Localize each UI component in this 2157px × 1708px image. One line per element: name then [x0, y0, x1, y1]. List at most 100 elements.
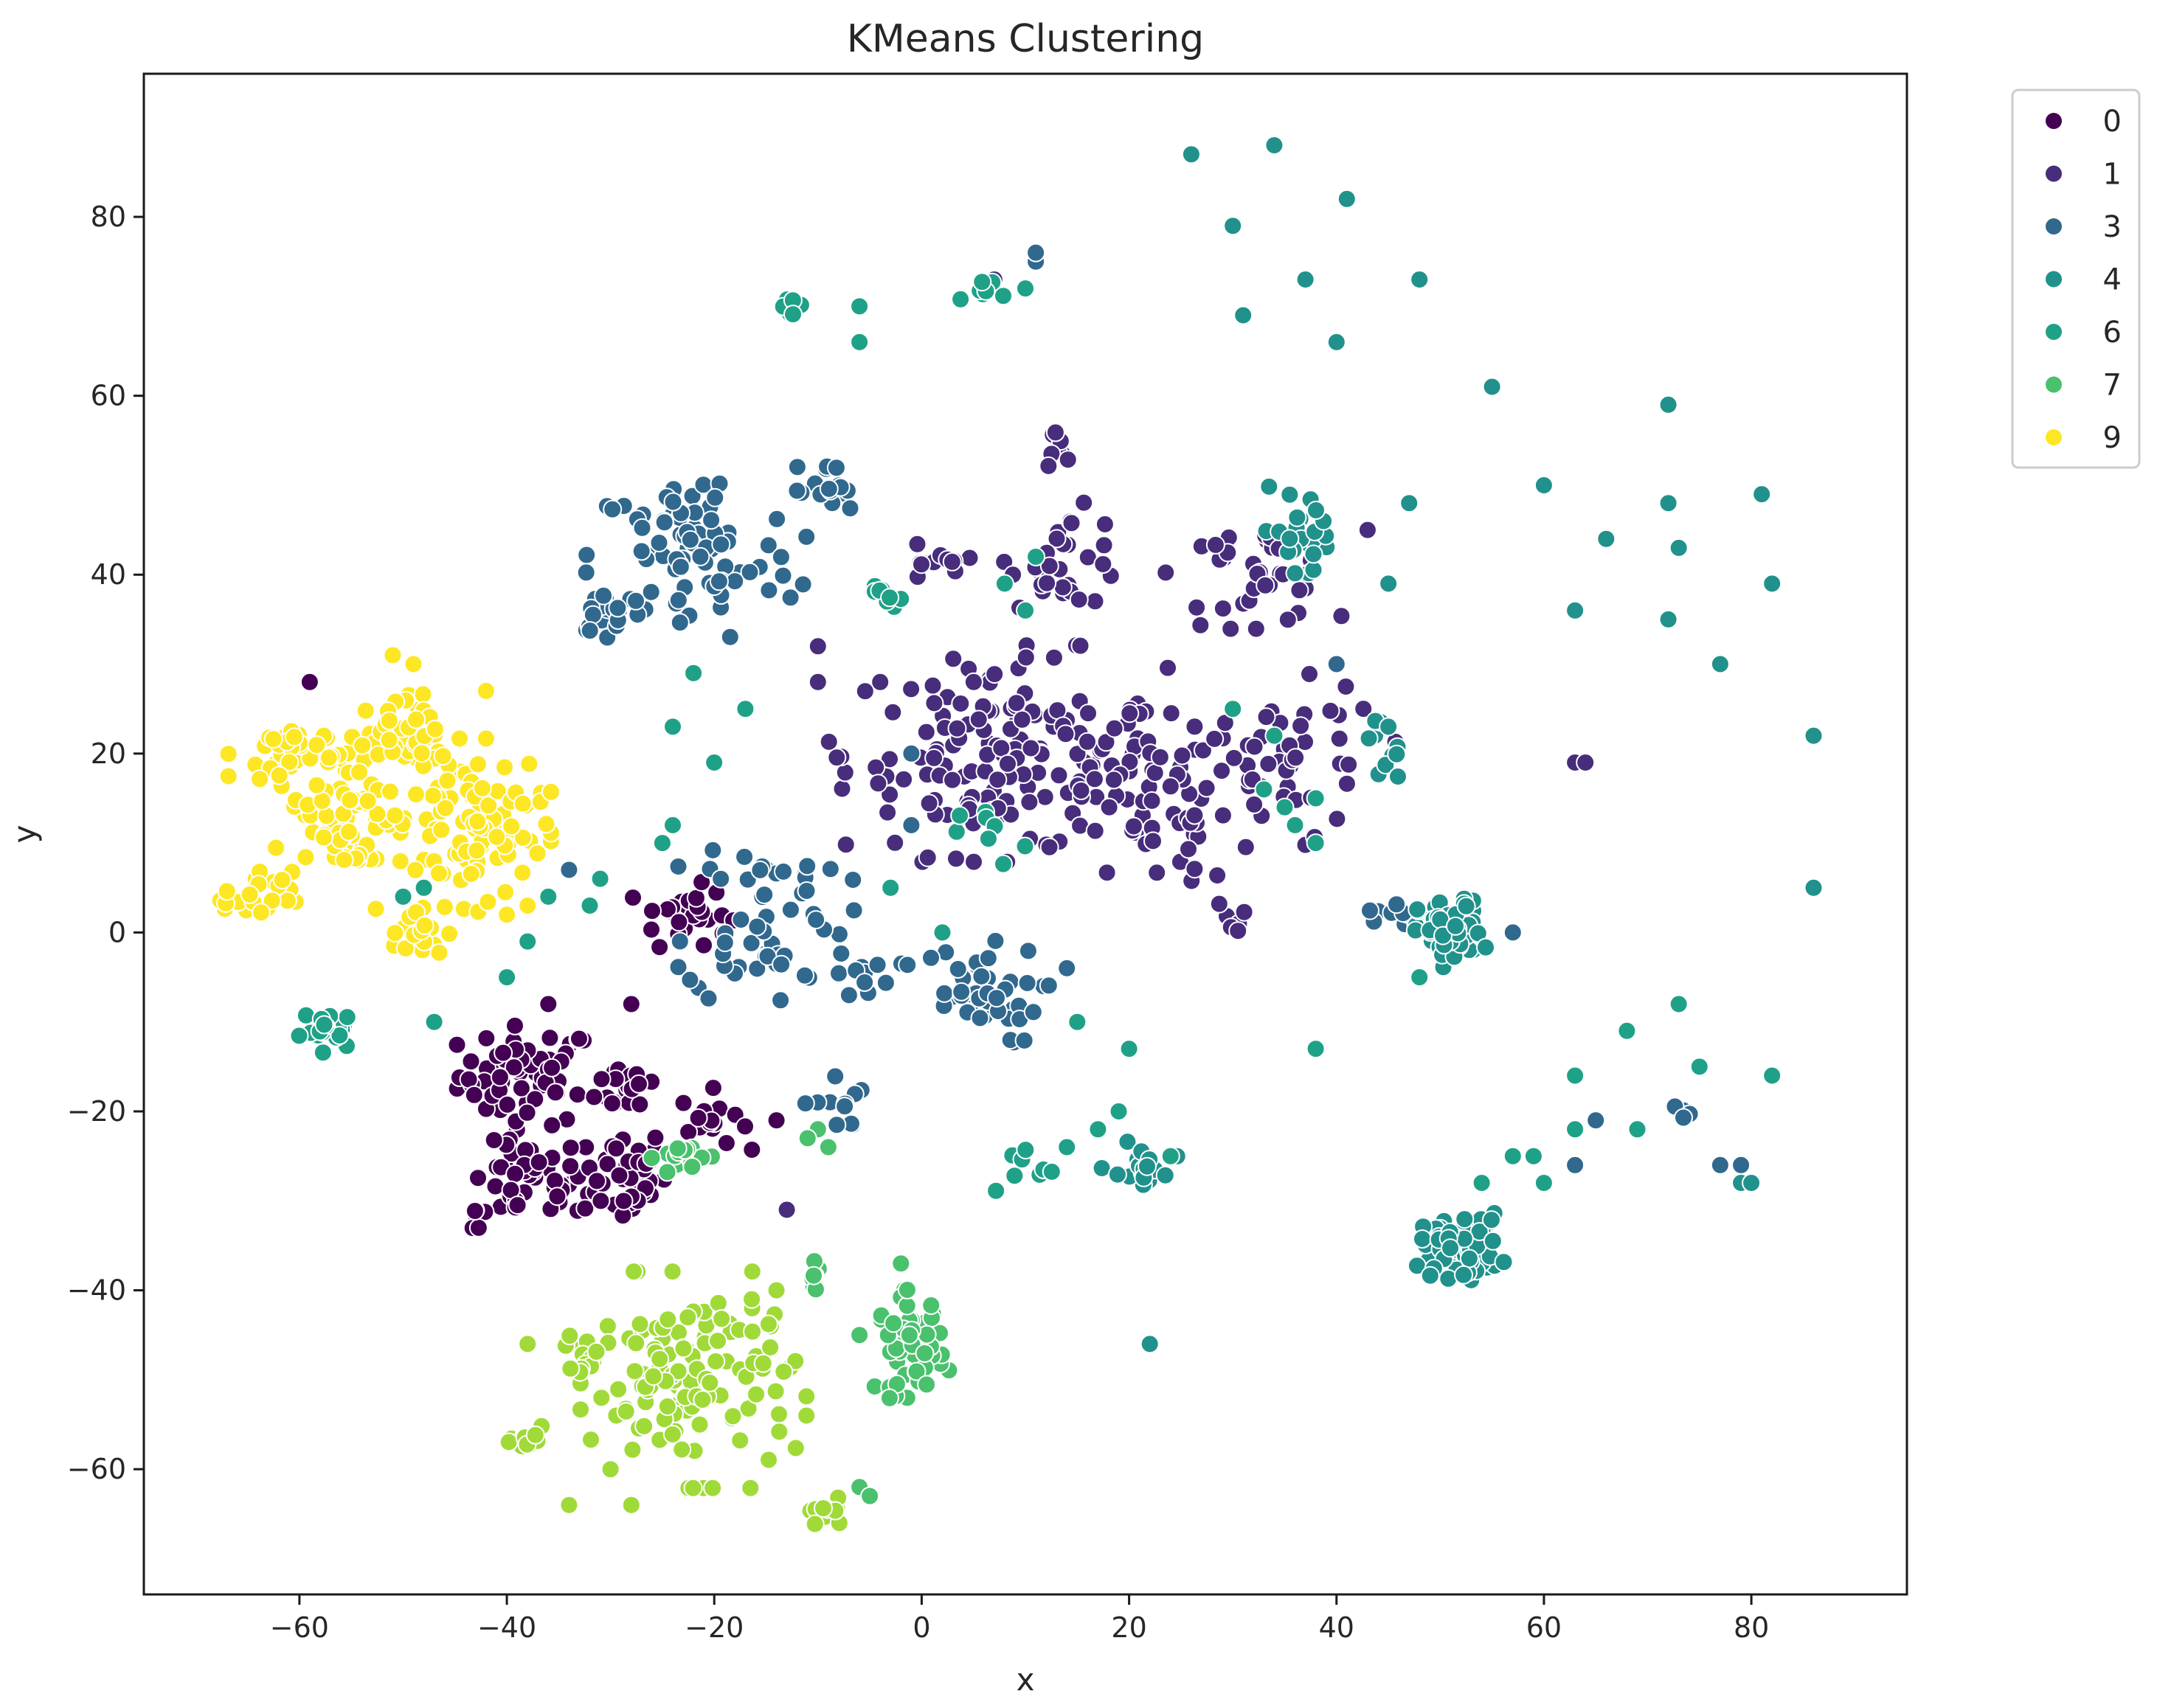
point-cluster-8 [761, 1338, 780, 1357]
point-cluster-3 [806, 910, 826, 930]
point-cluster-1 [1120, 752, 1140, 771]
point-cluster-0 [642, 920, 661, 940]
point-cluster-1 [916, 722, 936, 742]
point-cluster-8 [769, 1422, 789, 1442]
point-cluster-0 [629, 1074, 648, 1094]
point-cluster-6 [1160, 1146, 1180, 1166]
point-cluster-9 [395, 939, 415, 958]
point-cluster-1 [919, 794, 939, 813]
point-cluster-7 [879, 1388, 899, 1408]
point-cluster-1 [985, 664, 1005, 684]
point-cluster-3 [773, 566, 793, 586]
point-cluster-6 [1088, 1119, 1108, 1139]
point-cluster-0 [539, 994, 558, 1014]
point-cluster-8 [658, 1310, 678, 1330]
point-cluster-0 [468, 1168, 488, 1188]
point-cluster-4 [1410, 270, 1430, 289]
y-tick-label: 80 [91, 201, 126, 233]
point-cluster-9 [536, 814, 556, 834]
point-cluster-0 [623, 888, 643, 908]
point-cluster-6 [1669, 994, 1689, 1014]
point-cluster-0 [716, 1134, 736, 1153]
point-cluster-4 [1303, 544, 1323, 564]
point-cluster-0 [650, 937, 670, 957]
point-cluster-4 [1138, 1156, 1157, 1176]
point-cluster-9 [468, 754, 488, 774]
point-cluster-4 [1804, 878, 1824, 898]
point-cluster-3 [844, 900, 864, 920]
point-cluster-3 [978, 948, 998, 968]
point-cluster-6 [337, 1007, 357, 1027]
point-cluster-6 [1306, 833, 1326, 853]
point-cluster-3 [709, 572, 729, 591]
point-cluster-1 [1224, 748, 1244, 768]
point-cluster-3 [1039, 976, 1059, 996]
point-cluster-3 [680, 970, 700, 990]
point-cluster-1 [1104, 718, 1124, 738]
point-cluster-0 [609, 1165, 629, 1185]
y-tick-label: 40 [91, 558, 126, 591]
point-cluster-4 [1359, 729, 1379, 749]
point-cluster-1 [907, 534, 927, 554]
point-cluster-7 [642, 1148, 662, 1168]
point-cluster-8 [814, 1499, 833, 1518]
point-cluster-4 [1295, 270, 1315, 289]
point-cluster-0 [592, 1069, 612, 1089]
x-tick-label: −60 [270, 1611, 329, 1644]
point-cluster-1 [1093, 555, 1113, 574]
point-cluster-9 [487, 827, 507, 847]
point-cluster-1 [1078, 732, 1097, 751]
point-cluster-4 [1107, 1164, 1127, 1184]
point-cluster-6 [330, 1026, 350, 1045]
point-cluster-9 [240, 885, 260, 904]
point-cluster-1 [1258, 754, 1278, 774]
point-cluster-0 [540, 1028, 560, 1048]
point-cluster-8 [723, 1406, 743, 1426]
point-cluster-6 [1016, 600, 1035, 620]
point-cluster-7 [682, 1157, 702, 1177]
point-cluster-3 [699, 988, 719, 1008]
point-cluster-6 [1119, 1039, 1139, 1059]
point-cluster-0 [485, 1176, 505, 1196]
point-cluster-8 [571, 1400, 590, 1420]
point-cluster-9 [358, 791, 378, 811]
point-cluster-8 [700, 1373, 720, 1392]
point-cluster-1 [1039, 837, 1059, 857]
point-cluster-6 [972, 272, 992, 292]
point-cluster-3 [649, 533, 669, 552]
point-cluster-8 [766, 1280, 786, 1300]
point-cluster-3 [1503, 923, 1523, 942]
point-cluster-4 [1596, 529, 1616, 549]
point-cluster-3 [827, 1115, 847, 1135]
point-cluster-7 [804, 1266, 823, 1285]
point-cluster-4 [1658, 493, 1678, 513]
point-cluster-3 [795, 1094, 815, 1114]
point-cluster-1 [1329, 729, 1349, 749]
point-cluster-1 [1069, 590, 1089, 609]
point-cluster-3 [787, 457, 807, 477]
point-cluster-6 [663, 717, 682, 737]
point-cluster-3 [1360, 900, 1379, 920]
point-cluster-4 [1441, 1238, 1460, 1258]
point-cluster-9 [461, 864, 481, 883]
point-cluster-1 [1357, 520, 1377, 540]
point-cluster-1 [1047, 529, 1067, 549]
point-cluster-3 [670, 931, 690, 951]
point-cluster-9 [353, 735, 373, 755]
point-cluster-4 [1455, 1209, 1475, 1229]
point-cluster-4 [1454, 1265, 1473, 1285]
point-cluster-8 [774, 1362, 794, 1381]
point-cluster-8 [600, 1459, 620, 1479]
point-cluster-0 [529, 1153, 549, 1172]
point-cluster-9 [541, 782, 561, 802]
point-cluster-6 [1306, 1039, 1326, 1059]
point-cluster-9 [478, 892, 498, 912]
point-cluster-1 [1039, 556, 1059, 576]
x-tick-label: 80 [1734, 1611, 1769, 1644]
legend-box [2011, 88, 2141, 469]
legend-marker-7 [2046, 376, 2062, 393]
point-cluster-9 [450, 729, 469, 749]
point-cluster-4 [1534, 476, 1554, 495]
point-cluster-9 [479, 796, 499, 816]
point-cluster-8 [797, 1386, 817, 1406]
